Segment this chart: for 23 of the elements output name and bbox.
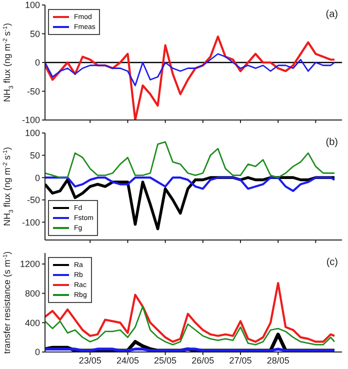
y-tick-label: 0 (34, 347, 40, 358)
y-tick-label: 0 (34, 58, 40, 68)
y-tick-label: 1200 (20, 259, 40, 270)
y-tick-label: -50 (26, 86, 40, 96)
y-tick-label: 100 (24, 0, 40, 10)
y-tick-label: -100 (22, 217, 40, 228)
y-tick-label: -50 (26, 195, 40, 206)
annotation: (b) (326, 137, 338, 148)
x-tick-label: 27/05 (229, 355, 252, 366)
y-tick-label: 400 (24, 318, 40, 328)
x-tick-label: 28/05 (266, 355, 290, 366)
y-tick-label: 50 (30, 150, 40, 160)
annotation: (a) (326, 9, 338, 20)
y-tick-label: 50 (30, 28, 40, 39)
x-tick-label: 23/05 (78, 355, 102, 366)
x-tick-label: 24/05 (116, 355, 139, 366)
annotation: (c) (326, 257, 338, 268)
y-tick-label: 0 (34, 172, 40, 183)
x-tick-label: 25/05 (154, 355, 177, 366)
x-tick-label: 26/05 (192, 355, 214, 366)
y-tick-label: 100 (24, 128, 40, 138)
y-tick-label: -100 (22, 115, 40, 126)
y-tick-label: 800 (24, 288, 40, 299)
